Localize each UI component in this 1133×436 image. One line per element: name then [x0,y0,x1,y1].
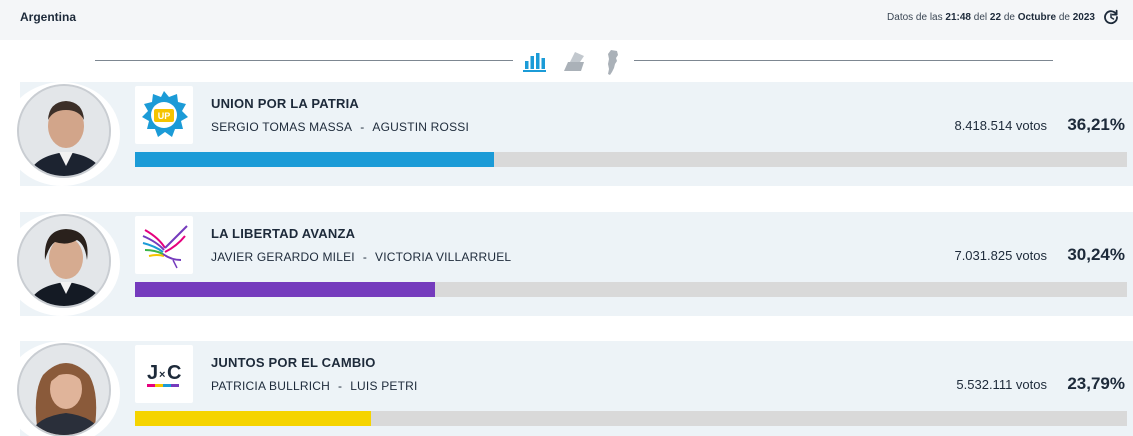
candidate-photo [17,343,111,436]
vote-count: 7.031.825 votos [954,248,1047,263]
party-logo-text: UP [158,111,171,121]
candidate-row[interactable]: UP UNION POR LA PATRIA SERGIO TOMAS MASS… [0,82,1133,188]
progress-track [135,152,1127,167]
candidate-names: PATRICIA BULLRICH - LUIS PETRI [211,379,418,393]
data-timestamp: Datos de las 21:48 del 22 de Octubre de … [887,12,1095,23]
photo-ring [4,341,120,436]
vote-percent: 30,24% [1067,245,1125,264]
party-logo: J × C [135,345,193,403]
vice-name: VICTORIA VILLARRUEL [375,250,512,264]
candidate-names: JAVIER GERARDO MILEI - VICTORIA VILLARRUEL [211,250,512,264]
bar-chart-icon [523,53,546,72]
candidate-names: SERGIO TOMAS MASSA - AGUSTIN ROSSI [211,120,470,134]
region-title: Argentina [20,10,77,24]
progress-fill [135,152,495,167]
party-name: UNION POR LA PATRIA [211,96,359,111]
ballot-box-icon [564,52,584,71]
party-logo-letter-x: × [159,369,165,381]
divider-line-left [95,60,513,61]
refresh-icon[interactable] [1103,9,1119,25]
progress-track [135,282,1127,297]
president-name: PATRICIA BULLRICH [211,379,330,393]
top-bar: Argentina Datos de las 21:48 del 22 de O… [0,0,1133,40]
argentina-map-icon [608,50,618,75]
party-logo-letter-c: C [167,362,181,384]
vote-count: 8.418.514 votos [954,118,1047,133]
photo-ring [4,212,120,316]
divider-line-right [634,60,1053,61]
progress-fill [135,411,371,426]
result-panel [20,212,1133,316]
vote-percent: 23,79% [1067,374,1125,393]
party-logo: UP [135,86,193,144]
vote-percent: 36,21% [1067,115,1125,134]
party-logo [135,216,193,274]
party-name: LA LIBERTAD AVANZA [211,226,356,241]
president-name: JAVIER GERARDO MILEI [211,250,355,264]
party-logo-letter-j: J [147,362,158,384]
party-name: JUNTOS POR EL CAMBIO [211,355,376,370]
vote-count: 5.532.111 votos [956,377,1047,392]
progress-track [135,411,1127,426]
view-switcher [0,40,1133,82]
bar-chart-view-button[interactable] [521,48,547,76]
candidate-row[interactable]: LA LIBERTAD AVANZA JAVIER GERARDO MILEI -… [0,212,1133,318]
candidate-photo [17,84,111,178]
president-name: SERGIO TOMAS MASSA [211,120,353,134]
candidate-photo [17,214,111,308]
photo-ring [4,82,120,186]
result-panel [20,82,1133,186]
candidate-row[interactable]: J × C JUNTOS POR EL CAMBIO PATRICIA BULL… [0,341,1133,436]
vice-name: AGUSTIN ROSSI [372,120,470,134]
progress-fill [135,282,435,297]
map-view-button[interactable] [600,48,626,76]
vice-name: LUIS PETRI [350,379,418,393]
ballot-box-view-button[interactable] [561,48,587,76]
